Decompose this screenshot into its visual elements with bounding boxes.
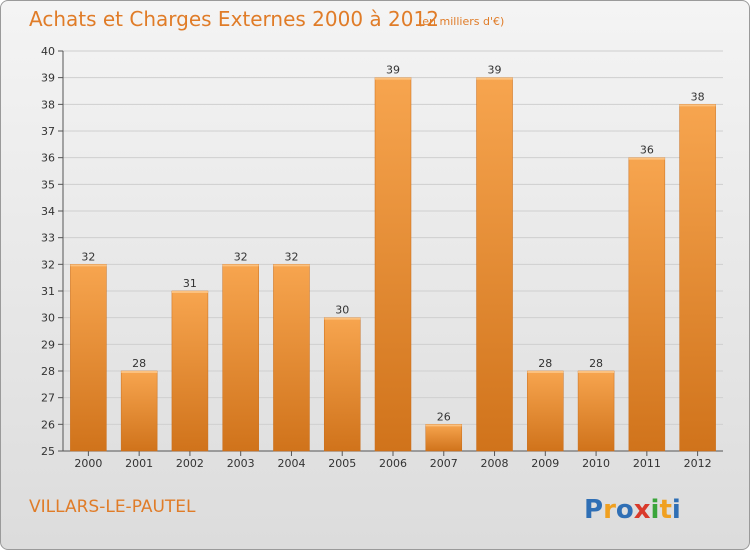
data-label: 28 — [132, 357, 146, 370]
bar-highlight — [679, 104, 716, 107]
bar-highlight — [375, 77, 411, 80]
x-tick-label: 2001 — [125, 457, 153, 470]
proxiti-logo: Proxiti — [584, 495, 681, 525]
bar-2004 — [273, 264, 310, 452]
x-tick-label: 2011 — [633, 457, 661, 470]
bar-highlight — [527, 371, 564, 373]
x-tick-label: 2010 — [582, 457, 610, 470]
bar-highlight — [222, 264, 259, 267]
y-tick-label: 35 — [41, 178, 55, 191]
data-label: 31 — [183, 277, 197, 290]
bar-2011 — [628, 157, 666, 452]
y-tick-label: 38 — [41, 98, 55, 111]
x-tick-label: 2000 — [74, 457, 102, 470]
x-tick-label: 2003 — [227, 457, 255, 470]
chart-unit: (en milliers d'€) — [418, 15, 505, 28]
bar-highlight — [273, 264, 310, 267]
x-tick-label: 2006 — [379, 457, 407, 470]
data-label: 38 — [691, 90, 705, 103]
data-label: 30 — [335, 304, 349, 317]
bar-highlight — [425, 424, 462, 427]
bar-2010 — [577, 370, 615, 452]
y-tick-label: 27 — [41, 392, 55, 405]
x-tick-label: 2008 — [481, 457, 509, 470]
bar-highlight — [121, 371, 158, 373]
bar-2012 — [679, 104, 716, 452]
bar-2009 — [527, 370, 564, 452]
y-tick-label: 40 — [41, 45, 55, 58]
y-tick-label: 31 — [41, 285, 55, 298]
bar-highlight — [70, 264, 107, 267]
x-tick-label: 2005 — [328, 457, 356, 470]
data-label: 32 — [284, 250, 298, 263]
data-label: 32 — [234, 250, 248, 263]
data-label: 32 — [81, 250, 95, 263]
data-label: 39 — [386, 64, 400, 77]
bar-highlight — [628, 157, 665, 160]
data-label: 28 — [589, 357, 603, 370]
bar-2000 — [70, 264, 107, 452]
bar-2001 — [120, 370, 158, 452]
y-tick-label: 29 — [41, 338, 55, 351]
x-tick-label: 2012 — [684, 457, 712, 470]
x-tick-label: 2002 — [176, 457, 204, 470]
bar-2002 — [171, 290, 209, 452]
data-label: 28 — [538, 357, 552, 370]
svg-text:Proxiti: Proxiti — [584, 495, 681, 525]
y-tick-label: 39 — [41, 72, 55, 85]
chart-title: Achats et Charges Externes 2000 à 2012 — [29, 7, 439, 31]
y-tick-label: 37 — [41, 125, 55, 138]
bar-highlight — [324, 317, 361, 320]
bar-2006 — [374, 77, 412, 452]
y-tick-label: 32 — [41, 258, 55, 271]
bar-highlight — [476, 77, 513, 80]
y-tick-label: 30 — [41, 312, 55, 325]
commune-name: VILLARS-LE-PAUTEL — [29, 497, 196, 517]
y-tick-label: 36 — [41, 152, 55, 165]
y-tick-label: 34 — [41, 205, 55, 218]
bar-highlight — [171, 291, 208, 293]
y-tick-label: 33 — [41, 232, 55, 245]
x-tick-label: 2009 — [531, 457, 559, 470]
bar-2005 — [323, 317, 361, 452]
bar-2008 — [476, 77, 513, 452]
x-tick-label: 2007 — [430, 457, 458, 470]
bar-2003 — [222, 264, 259, 452]
y-tick-label: 28 — [41, 365, 55, 378]
data-label: 26 — [437, 410, 451, 423]
y-tick-label: 26 — [41, 418, 55, 431]
data-label: 39 — [488, 64, 502, 77]
y-tick-label: 25 — [41, 445, 55, 458]
bar-highlight — [578, 371, 615, 373]
data-label: 36 — [640, 144, 654, 157]
x-tick-label: 2004 — [277, 457, 305, 470]
bar-2007 — [425, 424, 463, 452]
